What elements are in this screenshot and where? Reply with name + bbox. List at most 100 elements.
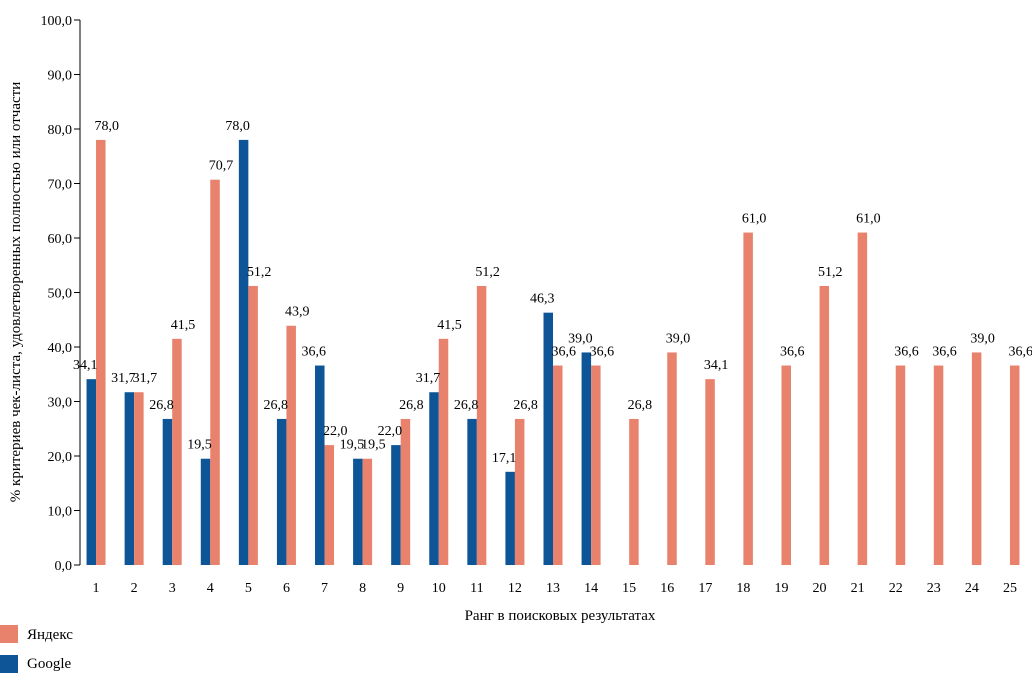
bar-yandex [248,285,258,565]
y-tick-label: 100,0 [41,14,73,29]
bar-yandex [514,418,525,565]
data-label-yandex: 70,7 [209,159,234,174]
data-label-google: 19,5 [340,438,365,453]
x-tick-label: 17 [698,581,712,596]
x-axis-tick-labels: 1 2 3 4 5 6 7 8 9 10 11 12 13 14 15 16 17 18 19 20 21 22 23 24 2… [93,581,1017,596]
data-label-google: 17,1 [492,451,517,466]
bar-yandex [172,338,182,565]
bar-google [86,379,97,565]
bar-yandex [1009,365,1020,565]
data-label-yandex: 31,7 [133,371,158,386]
y-tick-label: 60,0 [48,232,73,247]
x-tick-label: 9 [397,581,404,596]
bar-yandex [971,352,982,565]
bar-yandex [476,285,487,565]
x-tick-label: 1 [93,581,100,596]
bar-yandex [857,232,868,566]
x-tick-label: 10 [432,581,446,596]
y-tick-label: 30,0 [48,396,73,411]
data-label-yandex: 39,0 [666,331,691,346]
legend-label-yandex: Яндекс [27,627,73,643]
x-tick-label: 19 [774,581,788,596]
x-tick-label: 3 [169,581,176,596]
data-label-yandex: 36,6 [894,345,919,360]
data-label-yandex: 41,5 [437,318,462,333]
x-tick-label: 14 [584,581,598,596]
data-label-yandex: 51,2 [475,265,500,280]
data-label-yandex: 36,6 [780,345,805,360]
y-tick-label: 10,0 [48,505,73,520]
bar-yandex [667,352,677,565]
x-tick-label: 18 [736,581,750,596]
bar-yandex [324,445,335,565]
data-label-yandex: 51,2 [247,265,272,280]
bar-yandex [210,179,220,565]
bar-yandex [781,365,791,565]
data-label-google: 22,0 [378,424,403,439]
bar-google [200,458,211,565]
data-label-yandex: 26,8 [399,398,424,413]
data-label-google: 26,8 [263,398,288,413]
data-label-google: 19,5 [187,438,212,453]
x-tick-label: 11 [470,581,483,596]
data-labels-layer: 34,178,031,731,726,841,519,570,778,051,2… [73,119,1032,466]
bar-yandex [895,365,906,565]
data-label-yandex: 22,0 [323,424,348,439]
x-tick-label: 21 [851,581,865,596]
data-label-yandex: 36,6 [932,345,957,360]
data-label-google: 26,8 [454,398,479,413]
bar-yandex [362,458,373,565]
bar-google [315,365,325,565]
bar-yandex [438,338,449,565]
bar-google [467,418,477,565]
data-label-yandex: 36,6 [552,345,577,360]
y-axis-ticks: 0,0 10,0 20,0 30,0 40,0 50,0 60,0 70,0 80,0 90,0 1… [41,14,80,574]
legend-swatch-google [0,655,18,673]
bar-google [505,471,515,565]
data-label-yandex: 34,1 [704,358,729,373]
bar-google [581,352,592,565]
data-label-yandex: 61,0 [742,212,767,227]
bar-google [162,418,173,565]
y-tick-label: 20,0 [48,450,73,465]
x-tick-label: 2 [131,581,138,596]
bar-yandex [819,285,830,565]
bar-yandex [286,325,296,565]
bar-yandex [629,418,639,565]
x-axis-title: Ранг в поисковых результатах [465,608,656,624]
bar-yandex [591,365,601,565]
y-tick-label: 80,0 [48,123,73,138]
y-tick-label: 90,0 [48,69,73,84]
y-tick-label: 40,0 [48,341,73,356]
y-tick-label: 70,0 [48,178,73,193]
data-label-yandex: 78,0 [95,119,120,134]
legend: Яндекс Google [0,625,73,673]
x-tick-label: 22 [889,581,903,596]
x-tick-label: 23 [927,581,941,596]
x-tick-label: 25 [1003,581,1017,596]
data-label-google: 36,6 [302,345,327,360]
y-axis-title: % критериев чек-листа, удовлетворенных п… [8,82,24,502]
bar-yandex [400,418,411,565]
data-label-yandex: 39,0 [970,331,995,346]
bar-google [238,139,249,565]
x-tick-label: 16 [660,581,674,596]
bar-yandex [96,139,106,565]
data-label-yandex: 26,8 [628,398,653,413]
data-label-yandex: 41,5 [171,318,196,333]
bar-google [429,392,439,565]
data-label-google: 34,1 [73,358,98,373]
x-tick-label: 8 [359,581,366,596]
data-label-google: 46,3 [530,292,555,307]
bar-google [276,418,287,565]
bar-yandex [743,232,753,566]
x-tick-label: 7 [321,581,328,596]
data-label-yandex: 26,8 [513,398,538,413]
data-label-yandex: 43,9 [285,305,310,320]
x-tick-label: 13 [546,581,560,596]
data-label-google: 31,7 [111,371,136,386]
bar-google [543,312,553,565]
data-label-yandex: 36,6 [1008,345,1032,360]
bars-layer [86,139,1020,566]
